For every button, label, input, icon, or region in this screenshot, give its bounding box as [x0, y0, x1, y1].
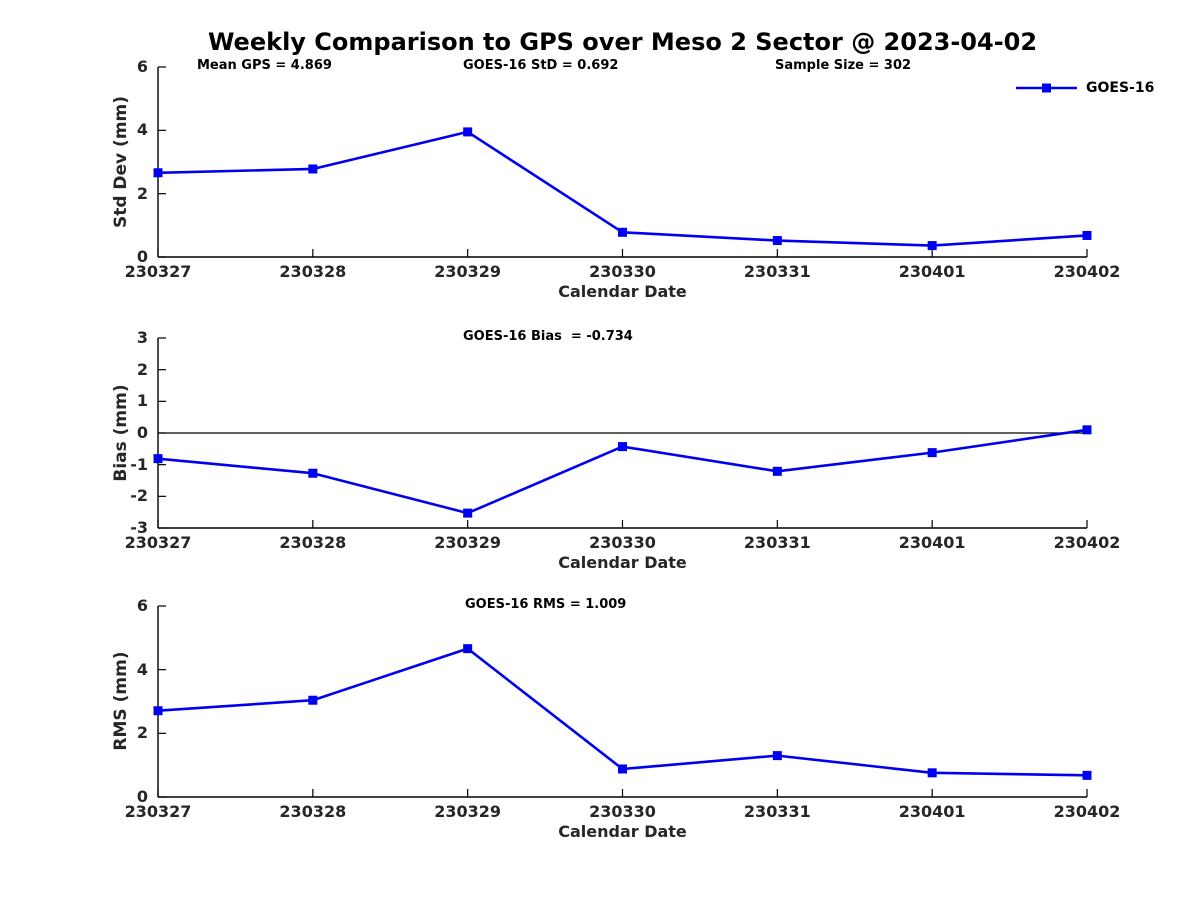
y-tick-label: 4 — [136, 659, 148, 679]
data-point-marker — [1082, 770, 1092, 780]
series-line-goes-16 — [157, 647, 1088, 777]
annotation-mean-gps: Mean GPS = 4.869 — [197, 58, 332, 73]
y-tick-label: 2 — [136, 183, 148, 203]
x-tick-label: 230329 — [434, 262, 502, 281]
x-axis-label-middle: Calendar Date — [558, 553, 687, 572]
x-tick-label: 230402 — [1053, 533, 1121, 552]
legend-marker — [1042, 83, 1051, 93]
subplot-2 — [153, 605, 1092, 798]
subplot-0 — [153, 66, 1092, 258]
x-tick-label: 230330 — [589, 802, 656, 821]
x-tick-label: 230331 — [743, 533, 811, 552]
y-tick-label: 6 — [136, 596, 148, 615]
data-point-marker — [772, 466, 782, 476]
x-tick-label: 230327 — [124, 262, 192, 281]
data-point-marker — [927, 241, 937, 251]
figure-title: Weekly Comparison to GPS over Meso 2 Sec… — [207, 28, 1038, 56]
y-tick-label: -3 — [130, 518, 148, 537]
data-point-marker — [308, 468, 318, 478]
x-tick-label: 230328 — [279, 802, 347, 821]
data-point-marker — [1082, 230, 1092, 240]
data-point-marker — [153, 706, 163, 716]
y-tick-label: 2 — [136, 359, 148, 379]
annotation-goes16-std: GOES-16 StD = 0.692 — [463, 58, 619, 73]
x-tick-label: 230401 — [898, 802, 966, 821]
data-point-marker — [308, 164, 318, 174]
x-axis-label-top: Calendar Date — [558, 282, 687, 301]
x-tick-label: 230401 — [898, 262, 966, 281]
annotation-goes16-rms: GOES-16 RMS = 1.009 — [465, 597, 627, 612]
data-point-marker — [153, 454, 163, 464]
x-tick-label: 230329 — [434, 802, 502, 821]
x-tick-label: 230402 — [1053, 802, 1121, 821]
y-tick-label: 0 — [136, 787, 148, 806]
data-point-marker — [772, 751, 782, 761]
x-tick-label: 230331 — [743, 262, 811, 281]
x-tick-label: 230327 — [124, 533, 192, 552]
data-point-marker — [308, 695, 318, 705]
data-point-marker — [772, 236, 782, 246]
x-tick-label: 230330 — [589, 533, 656, 552]
y-tick-label: 0 — [136, 247, 148, 266]
x-tick-label: 230330 — [589, 262, 656, 281]
y-tick-label: 1 — [136, 391, 148, 411]
y-tick-label: 0 — [136, 423, 148, 442]
y-tick-label: 3 — [136, 328, 148, 347]
y-tick-label: 2 — [136, 723, 148, 743]
x-tick-label: 230329 — [434, 533, 502, 552]
data-point-marker — [927, 448, 937, 458]
y-tick-label: 4 — [136, 120, 148, 140]
y-tick-label: -2 — [130, 486, 148, 506]
data-point-marker — [618, 764, 627, 774]
x-tick-label: 230402 — [1053, 262, 1121, 281]
x-tick-label: 230331 — [743, 802, 811, 821]
annotation-goes16-bias: GOES-16 Bias = -0.734 — [463, 329, 633, 344]
y-axis-label-std-dev: Std Dev (mm) — [111, 95, 131, 229]
data-point-marker — [463, 127, 473, 137]
data-point-marker — [927, 768, 937, 778]
data-point-marker — [463, 644, 473, 654]
data-point-marker — [153, 168, 163, 178]
data-point-marker — [618, 442, 627, 452]
data-point-marker — [618, 227, 627, 237]
legend-label: GOES-16 — [1086, 80, 1155, 96]
y-tick-label: -1 — [130, 454, 148, 474]
data-point-marker — [1082, 425, 1092, 435]
x-axis-label-bottom: Calendar Date — [558, 822, 687, 841]
x-tick-label: 230328 — [279, 262, 347, 281]
y-tick-label: 6 — [136, 57, 148, 76]
x-tick-label: 230328 — [279, 533, 347, 552]
subplot-1 — [153, 337, 1092, 529]
x-tick-label: 230327 — [124, 802, 192, 821]
x-tick-label: 230401 — [898, 533, 966, 552]
legend-swatch — [1016, 83, 1077, 93]
data-point-marker — [463, 508, 473, 518]
annotation-sample-size: Sample Size = 302 — [775, 58, 912, 73]
